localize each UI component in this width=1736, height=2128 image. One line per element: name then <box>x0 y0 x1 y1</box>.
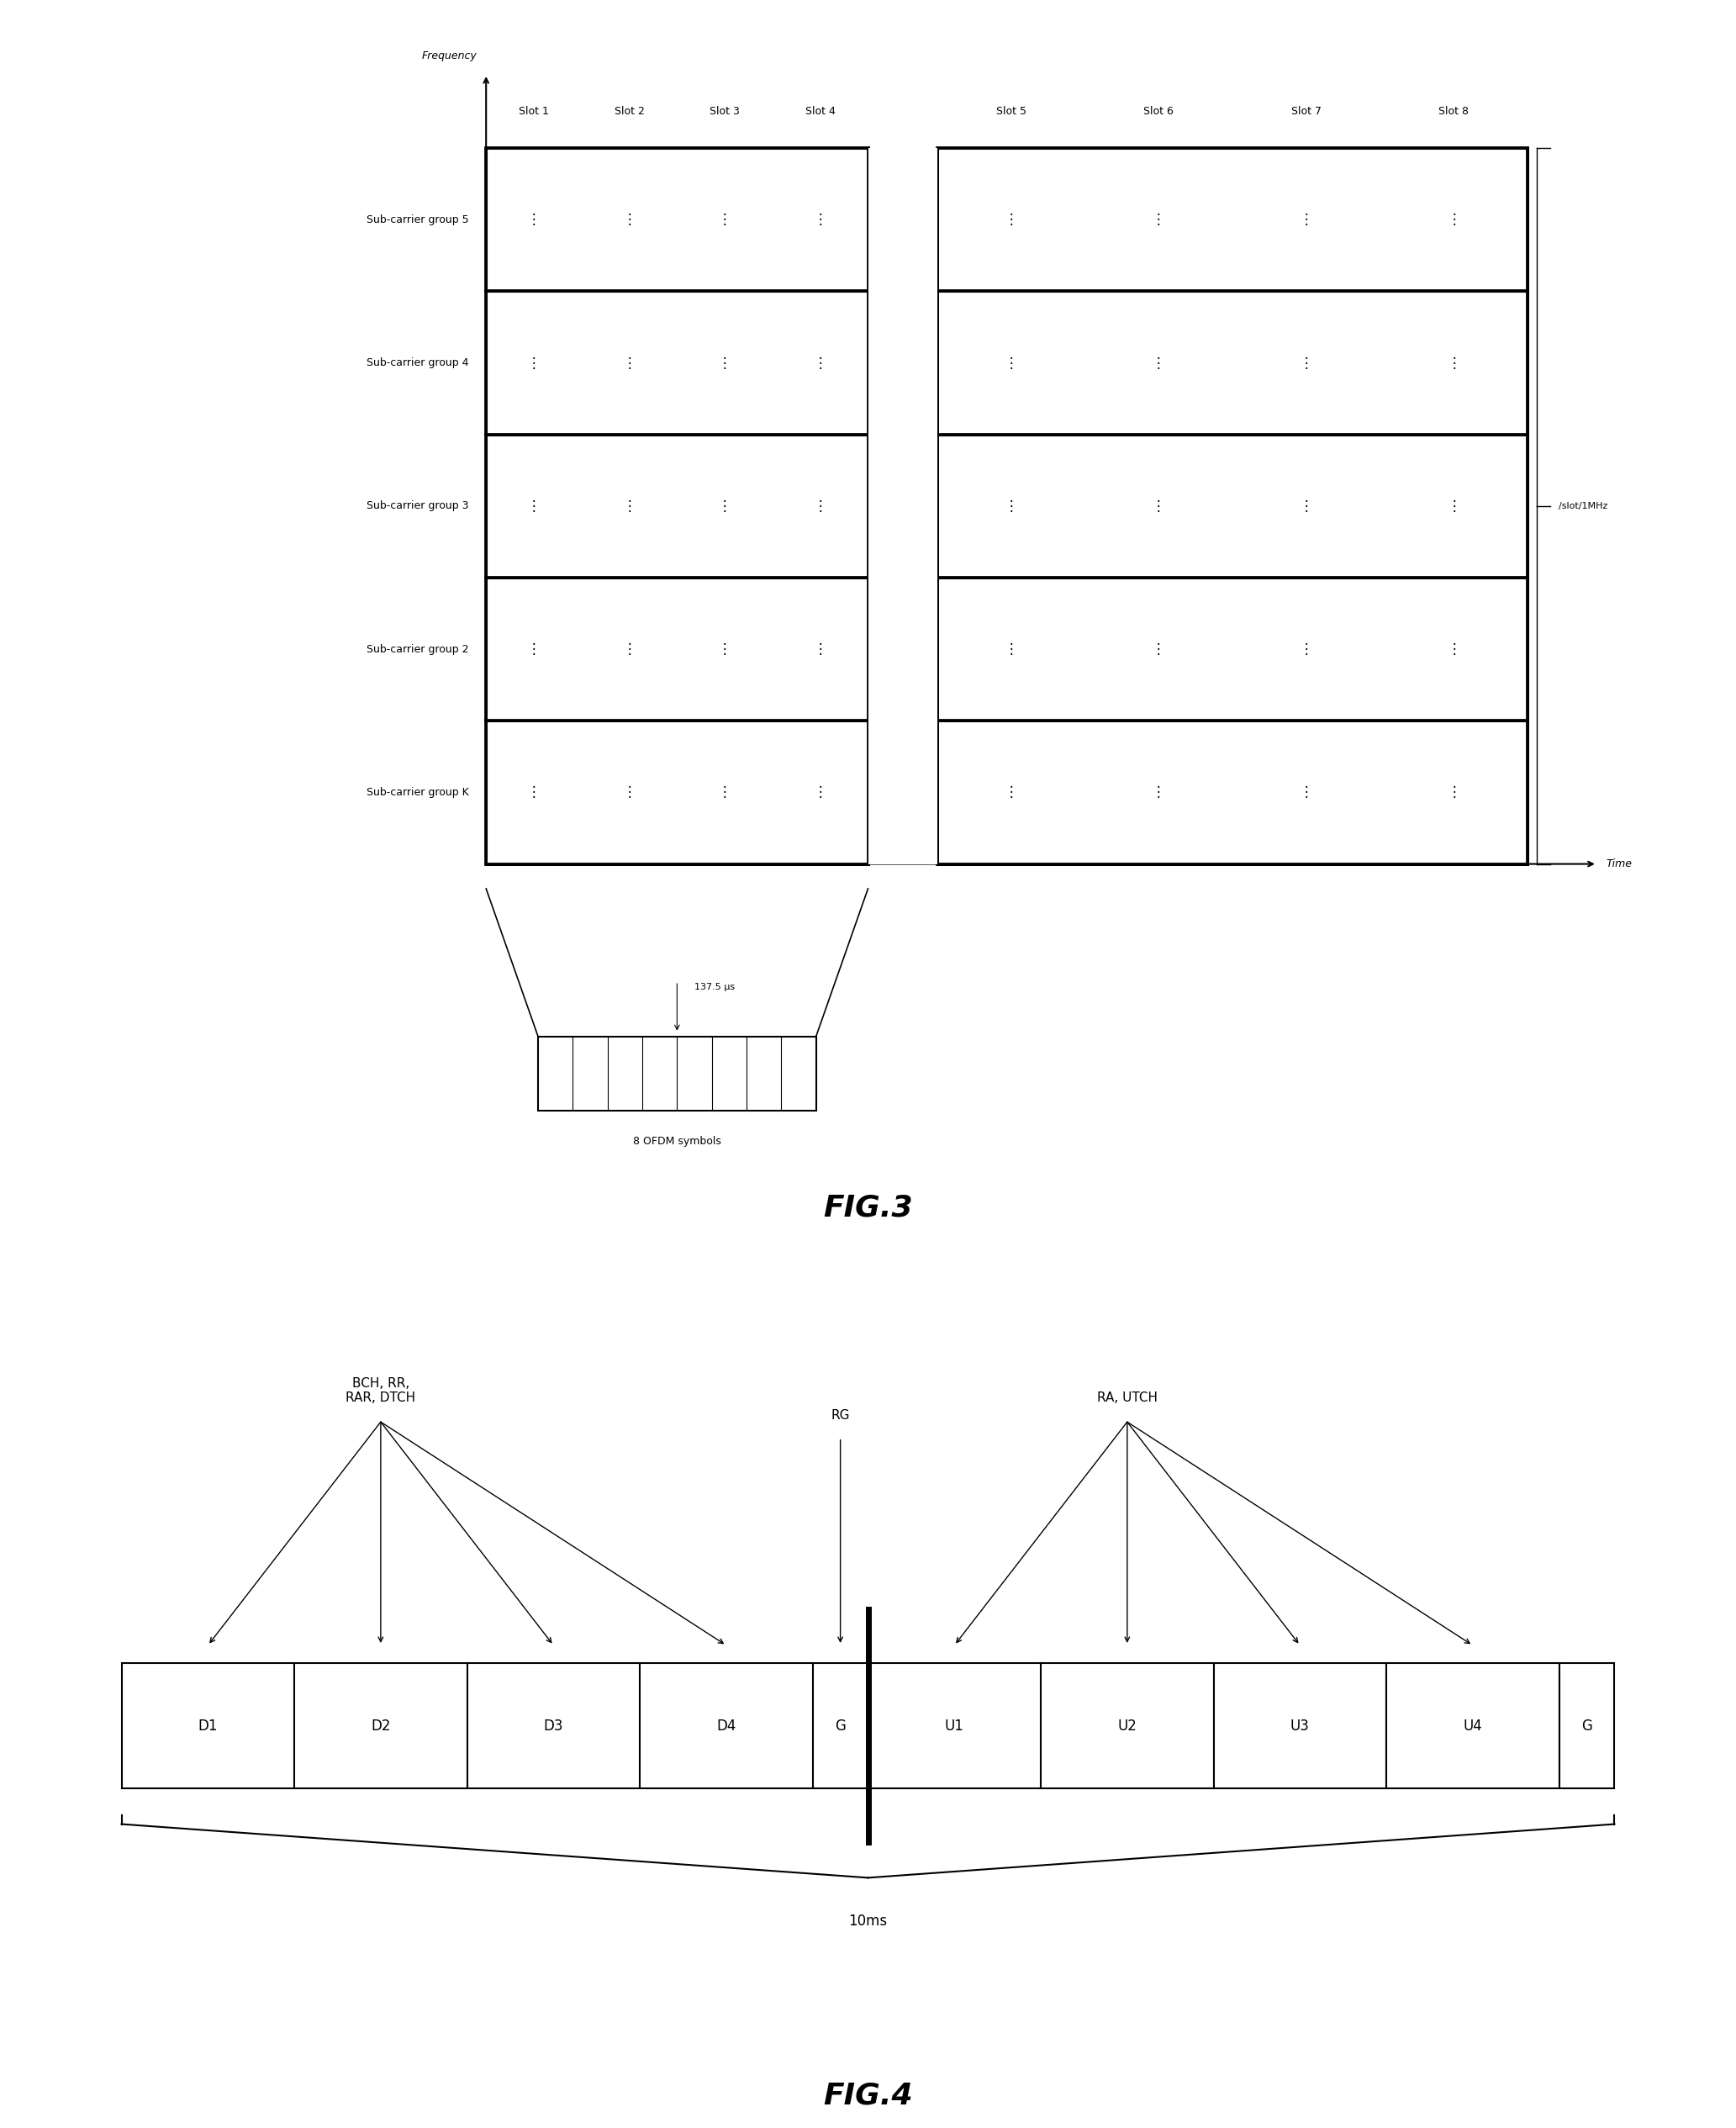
Bar <box>812 1664 868 1788</box>
Text: Sub-carrier group 4: Sub-carrier group 4 <box>366 358 469 368</box>
Bar <box>937 721 1528 864</box>
Text: D3: D3 <box>543 1717 564 1734</box>
Bar <box>467 1664 641 1788</box>
Text: ⋮: ⋮ <box>621 213 637 228</box>
Bar <box>295 1664 467 1788</box>
Bar <box>486 577 868 721</box>
Text: ⋮: ⋮ <box>812 498 828 513</box>
Text: D2: D2 <box>372 1717 391 1734</box>
Bar <box>486 149 868 864</box>
Bar <box>486 149 868 292</box>
Text: Slot 7: Slot 7 <box>1292 106 1321 117</box>
Bar <box>937 149 1528 864</box>
Text: Slot 4: Slot 4 <box>806 106 835 117</box>
Bar <box>937 292 1528 434</box>
Text: ⋮: ⋮ <box>812 213 828 228</box>
Bar <box>1042 1664 1213 1788</box>
Bar <box>868 1664 1042 1788</box>
Text: FIG.4: FIG.4 <box>823 2081 913 2111</box>
Text: FIG.3: FIG.3 <box>823 1194 913 1221</box>
Text: Slot 6: Slot 6 <box>1144 106 1174 117</box>
Text: ⋮: ⋮ <box>812 355 828 370</box>
Text: ⋮: ⋮ <box>812 643 828 658</box>
Text: ⋮: ⋮ <box>621 498 637 513</box>
Text: ⋮: ⋮ <box>526 785 542 800</box>
Text: ⋮: ⋮ <box>717 785 733 800</box>
Bar <box>486 292 868 434</box>
Text: Slot 1: Slot 1 <box>519 106 549 117</box>
Text: RG: RG <box>832 1409 851 1422</box>
Text: Sub-carrier group 5: Sub-carrier group 5 <box>366 215 469 226</box>
Text: U4: U4 <box>1463 1717 1483 1734</box>
Text: D1: D1 <box>198 1717 217 1734</box>
Text: ⋮: ⋮ <box>1299 498 1314 513</box>
Text: 137.5 μs: 137.5 μs <box>694 983 734 992</box>
Bar <box>1213 1664 1387 1788</box>
Text: 10ms: 10ms <box>849 1913 887 1928</box>
Text: ⋮: ⋮ <box>1299 643 1314 658</box>
Text: ⋮: ⋮ <box>1446 213 1462 228</box>
Text: ⋮: ⋮ <box>1003 643 1019 658</box>
Text: Slot 8: Slot 8 <box>1439 106 1469 117</box>
Bar <box>538 1036 816 1111</box>
Text: ⋮: ⋮ <box>1446 643 1462 658</box>
Text: Sub-carrier group 2: Sub-carrier group 2 <box>366 645 469 655</box>
Text: Slot 2: Slot 2 <box>615 106 644 117</box>
Bar <box>937 434 1528 577</box>
Text: ⋮: ⋮ <box>1446 785 1462 800</box>
Text: D4: D4 <box>717 1717 736 1734</box>
Text: 8 OFDM symbols: 8 OFDM symbols <box>634 1136 720 1147</box>
Text: ⋮: ⋮ <box>621 785 637 800</box>
Text: U2: U2 <box>1118 1717 1137 1734</box>
Text: BCH, RR,
RAR, DTCH: BCH, RR, RAR, DTCH <box>345 1377 415 1404</box>
Text: ⋮: ⋮ <box>1151 643 1167 658</box>
Text: Sub-carrier group 3: Sub-carrier group 3 <box>366 500 469 511</box>
Text: ⋮: ⋮ <box>1003 498 1019 513</box>
Text: Slot 5: Slot 5 <box>996 106 1026 117</box>
Text: ⋮: ⋮ <box>1151 498 1167 513</box>
Text: Sub-carrier group K: Sub-carrier group K <box>366 787 469 798</box>
Text: U1: U1 <box>944 1717 963 1734</box>
Text: ⋮: ⋮ <box>621 643 637 658</box>
Text: ⋮: ⋮ <box>1151 785 1167 800</box>
Text: ⋮: ⋮ <box>621 355 637 370</box>
Text: Frequency: Frequency <box>422 51 477 62</box>
Text: ⋮: ⋮ <box>526 498 542 513</box>
Text: G: G <box>1581 1717 1592 1734</box>
Text: ⋮: ⋮ <box>1299 785 1314 800</box>
Text: ⋮: ⋮ <box>1003 785 1019 800</box>
Text: /slot/1MHz: /slot/1MHz <box>1559 502 1608 511</box>
Text: ⋮: ⋮ <box>1299 355 1314 370</box>
Text: ⋮: ⋮ <box>1003 213 1019 228</box>
Text: ⋮: ⋮ <box>526 355 542 370</box>
Text: Time: Time <box>1606 858 1632 870</box>
Bar <box>1387 1664 1559 1788</box>
Text: RA, UTCH: RA, UTCH <box>1097 1392 1158 1404</box>
Text: ⋮: ⋮ <box>717 643 733 658</box>
Text: ⋮: ⋮ <box>1299 213 1314 228</box>
Text: ⋮: ⋮ <box>717 355 733 370</box>
Text: ⋮: ⋮ <box>1003 355 1019 370</box>
Bar <box>122 1664 295 1788</box>
Text: ⋮: ⋮ <box>717 498 733 513</box>
Text: ⋮: ⋮ <box>717 213 733 228</box>
Text: ⋮: ⋮ <box>526 643 542 658</box>
Text: ⋮: ⋮ <box>1446 498 1462 513</box>
Text: G: G <box>835 1717 845 1734</box>
Bar <box>486 434 868 577</box>
Bar <box>641 1664 812 1788</box>
Text: ⋮: ⋮ <box>1446 355 1462 370</box>
Text: ⋮: ⋮ <box>1151 213 1167 228</box>
Text: ⋮: ⋮ <box>812 785 828 800</box>
Bar <box>486 721 868 864</box>
Text: U3: U3 <box>1290 1717 1309 1734</box>
Bar <box>937 149 1528 292</box>
Text: ⋮: ⋮ <box>526 213 542 228</box>
Bar <box>1559 1664 1614 1788</box>
Text: ⋮: ⋮ <box>1151 355 1167 370</box>
Text: Slot 3: Slot 3 <box>710 106 740 117</box>
Bar <box>937 577 1528 721</box>
Bar <box>868 149 937 864</box>
